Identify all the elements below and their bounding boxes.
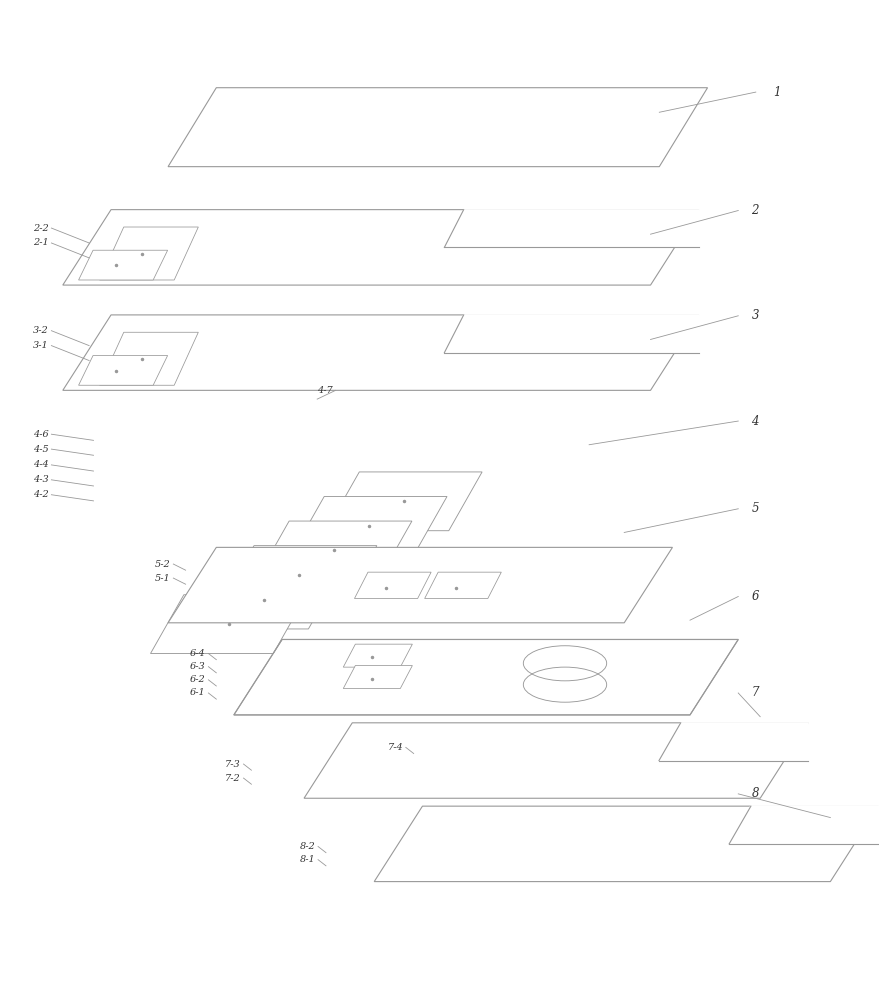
Polygon shape <box>99 227 198 280</box>
Text: 4-4: 4-4 <box>33 460 48 469</box>
Polygon shape <box>150 595 306 654</box>
Text: 1: 1 <box>774 86 781 99</box>
Text: 4-5: 4-5 <box>33 445 48 454</box>
Polygon shape <box>186 570 341 629</box>
Text: 4-3: 4-3 <box>33 475 48 484</box>
Text: 7-3: 7-3 <box>225 760 241 769</box>
Text: 2-2: 2-2 <box>33 224 48 233</box>
Text: 4-7: 4-7 <box>317 386 333 395</box>
Text: 2-1: 2-1 <box>33 238 48 247</box>
Polygon shape <box>78 250 167 280</box>
Polygon shape <box>444 210 699 247</box>
Text: 6-3: 6-3 <box>190 662 206 671</box>
Text: 6: 6 <box>752 590 759 603</box>
Text: 8-1: 8-1 <box>300 855 315 864</box>
Text: 4: 4 <box>752 415 759 428</box>
Polygon shape <box>221 546 377 604</box>
Text: 7: 7 <box>752 686 759 699</box>
Polygon shape <box>168 88 708 167</box>
Polygon shape <box>326 472 482 531</box>
Polygon shape <box>343 644 413 667</box>
Polygon shape <box>425 572 502 599</box>
Polygon shape <box>99 332 198 385</box>
Polygon shape <box>291 496 447 555</box>
Text: 2: 2 <box>752 204 759 217</box>
Polygon shape <box>730 806 878 844</box>
Polygon shape <box>256 521 412 580</box>
Polygon shape <box>355 572 431 599</box>
Text: 3: 3 <box>752 309 759 322</box>
Polygon shape <box>168 547 672 623</box>
Polygon shape <box>343 666 413 689</box>
Polygon shape <box>444 315 699 353</box>
Text: 3-2: 3-2 <box>33 326 48 335</box>
Polygon shape <box>62 210 699 285</box>
Polygon shape <box>374 806 878 882</box>
Polygon shape <box>304 723 809 798</box>
Text: 7-4: 7-4 <box>387 743 403 752</box>
Text: 8: 8 <box>752 787 759 800</box>
Text: 5-2: 5-2 <box>155 560 171 569</box>
Text: 4-2: 4-2 <box>33 490 48 499</box>
Polygon shape <box>62 315 699 390</box>
Text: 3-1: 3-1 <box>33 341 48 350</box>
Text: 6-2: 6-2 <box>190 675 206 684</box>
Text: 5: 5 <box>752 502 759 515</box>
Text: 7-2: 7-2 <box>225 774 241 783</box>
Text: 6-4: 6-4 <box>190 649 206 658</box>
Text: 8-2: 8-2 <box>300 842 315 851</box>
Text: 6-1: 6-1 <box>190 688 206 697</box>
Text: 4-6: 4-6 <box>33 430 48 439</box>
Text: 5-1: 5-1 <box>155 574 171 583</box>
Polygon shape <box>659 723 809 761</box>
Polygon shape <box>78 356 167 385</box>
